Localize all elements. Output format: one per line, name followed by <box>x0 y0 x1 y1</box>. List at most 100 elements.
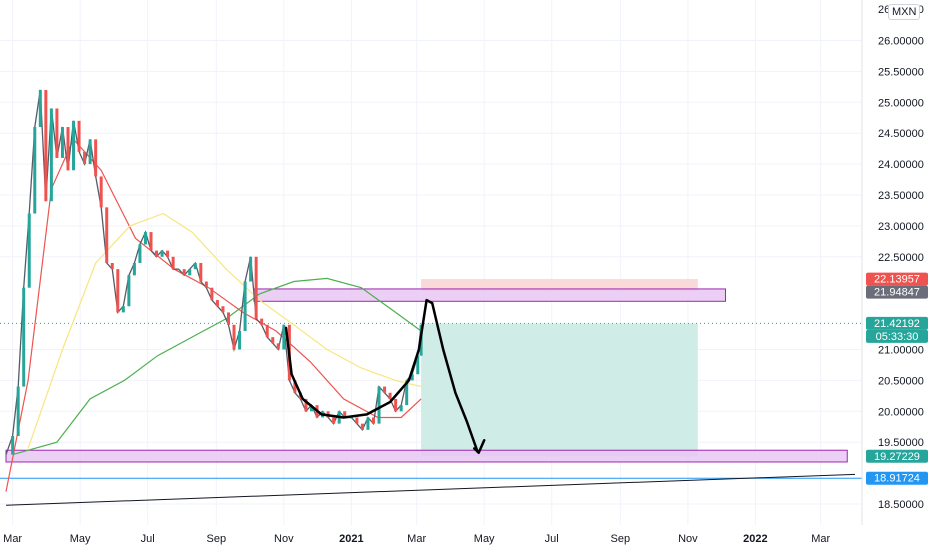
price-candle <box>221 306 225 313</box>
price-tick-label: 23.00000 <box>878 221 924 233</box>
price-candle <box>138 244 142 263</box>
price-candle <box>210 287 214 301</box>
price-candle <box>94 139 98 177</box>
price-candle <box>33 127 37 214</box>
price-tick-label: 24.50000 <box>878 128 924 140</box>
price-label: 05:33:30 <box>876 331 919 343</box>
price-candle <box>260 318 264 325</box>
price-candle <box>232 324 236 350</box>
price-candle <box>22 287 26 387</box>
price-tick-label: 20.00000 <box>878 406 924 418</box>
price-candle <box>72 120 76 171</box>
moving-average-line-2 <box>27 212 422 449</box>
price-candle <box>199 262 203 282</box>
price-candle <box>27 213 31 288</box>
price-candle <box>226 312 230 325</box>
price-candle <box>55 108 59 158</box>
price-candle <box>360 423 364 430</box>
price-candle <box>149 232 153 251</box>
price-candle <box>366 417 370 430</box>
price-candle <box>166 250 170 257</box>
price-candle <box>243 281 247 331</box>
price-candle <box>271 337 275 344</box>
price-candle <box>371 417 375 424</box>
price-candle <box>249 256 253 282</box>
time-tick-label: Jul <box>141 533 155 545</box>
price-candle <box>60 127 64 158</box>
price-label: 21.94847 <box>874 287 920 299</box>
price-candle <box>99 176 103 208</box>
time-tick-label: Jul <box>545 533 559 545</box>
position-stop-zone <box>421 279 698 291</box>
drawings-layer <box>284 298 486 454</box>
price-candle <box>410 374 414 381</box>
time-axis-bg[interactable] <box>0 525 862 550</box>
price-candle <box>66 127 70 171</box>
price-candle <box>388 392 392 399</box>
price-candle <box>332 417 336 424</box>
price-candle <box>265 324 269 338</box>
price-candle <box>127 275 131 307</box>
price-candle <box>160 250 164 257</box>
resistance-zone <box>253 288 726 302</box>
currency-badge[interactable]: MXN <box>888 4 921 20</box>
time-tick-label: May <box>474 533 495 545</box>
time-tick-label: Mar <box>407 533 426 545</box>
price-candle <box>121 306 125 313</box>
zones-layer <box>5 279 848 463</box>
price-candle <box>215 300 219 307</box>
price-tick-label: 18.50000 <box>878 499 924 511</box>
time-tick-label: Nov <box>274 533 294 545</box>
price-candle <box>132 262 136 276</box>
time-tick-label: Nov <box>678 533 698 545</box>
price-candle <box>182 269 186 276</box>
price-candle <box>405 380 409 406</box>
price-label: 21.42192 <box>874 318 920 330</box>
drawn-arrow-head <box>472 439 486 454</box>
price-candle <box>416 355 420 375</box>
price-candle <box>238 330 242 350</box>
price-label: 19.27229 <box>874 451 920 463</box>
price-candle <box>282 324 286 350</box>
price-candle <box>110 262 114 270</box>
support-zone <box>5 449 848 463</box>
price-candle <box>83 151 87 165</box>
price-candle <box>16 386 20 437</box>
time-tick-label: May <box>70 533 91 545</box>
price-label: 22.13957 <box>874 274 920 286</box>
trendline <box>5 473 856 506</box>
price-candle <box>116 269 120 313</box>
price-label-bg <box>866 471 928 485</box>
price-label-bg <box>866 329 928 343</box>
price-candle <box>383 386 387 393</box>
price-candle <box>355 417 359 424</box>
price-candle <box>143 232 147 245</box>
price-candle <box>304 398 308 412</box>
drawn-projection-curve <box>284 298 479 453</box>
lines-layer <box>0 89 862 506</box>
price-candle <box>77 120 81 152</box>
price-tick-label: 24.00000 <box>878 159 924 171</box>
price-candle <box>11 436 15 455</box>
time-tick-label: Sep <box>207 533 227 545</box>
price-candle <box>394 398 398 412</box>
price-tick-label: 25.50000 <box>878 66 924 78</box>
price-candle <box>193 262 197 270</box>
price-candle <box>310 405 314 412</box>
price-candle <box>155 250 159 257</box>
price-candle <box>44 89 48 202</box>
time-tick-label: Mar <box>811 533 830 545</box>
price-label-bg <box>866 316 928 330</box>
price-tick-label: 25.00000 <box>878 97 924 109</box>
price-candle <box>49 108 53 202</box>
price-candle <box>343 411 347 418</box>
price-tick-label: 20.50000 <box>878 375 924 387</box>
time-tick-label: 2022 <box>743 533 767 545</box>
price-tick-label: 26.00000 <box>878 36 924 48</box>
price-tick-label: 23.50000 <box>878 190 924 202</box>
price-candle <box>204 281 208 288</box>
price-label: 18.91724 <box>874 473 920 485</box>
price-tick-label: 19.50000 <box>878 437 924 449</box>
